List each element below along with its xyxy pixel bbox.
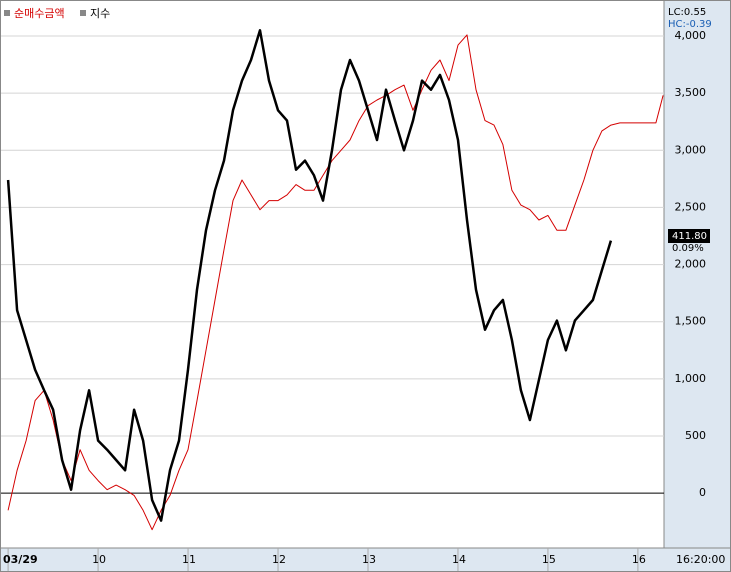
- y-tick-label: 4,000: [675, 29, 707, 42]
- current-value: 411.80: [672, 231, 707, 242]
- current-value-box: [668, 229, 710, 243]
- y-tick-label: 1,500: [675, 315, 707, 328]
- x-tick-label: 13: [362, 553, 376, 566]
- y-tick-label: 2,500: [675, 200, 707, 213]
- legend-marker: [4, 10, 10, 16]
- legend-label: 순매수금액: [14, 7, 65, 20]
- y-tick-label: 3,500: [675, 86, 707, 99]
- x-tick-label: 12: [272, 553, 286, 566]
- y-tick-label: 0: [699, 486, 706, 499]
- current-change: 0.09%: [672, 243, 704, 254]
- hc-label: HC:-0.39: [668, 19, 712, 30]
- y-tick-label: 500: [685, 429, 706, 442]
- legend-label: 지수: [90, 7, 110, 20]
- y-tick-label: 3,000: [675, 143, 707, 156]
- series-line: [6, 29, 613, 522]
- x-tick-label: 16: [632, 553, 646, 566]
- x-tick-label: 03/29: [3, 553, 38, 566]
- x-tick-label: 10: [92, 553, 106, 566]
- y-axis-panel: [664, 0, 731, 548]
- time-label: 16:20:00: [676, 553, 725, 566]
- legend-marker: [80, 10, 86, 16]
- y-tick-label: 1,000: [675, 372, 707, 385]
- y-tick-label: 2,000: [675, 258, 707, 271]
- x-tick-label: 15: [542, 553, 556, 566]
- x-tick-label: 14: [452, 553, 466, 566]
- x-tick-label: 11: [182, 553, 196, 566]
- x-axis-panel: [0, 548, 731, 572]
- lc-label: LC:0.55: [668, 7, 706, 18]
- series-line: [7, 34, 664, 531]
- legend: 순매수금액 지수: [4, 7, 110, 20]
